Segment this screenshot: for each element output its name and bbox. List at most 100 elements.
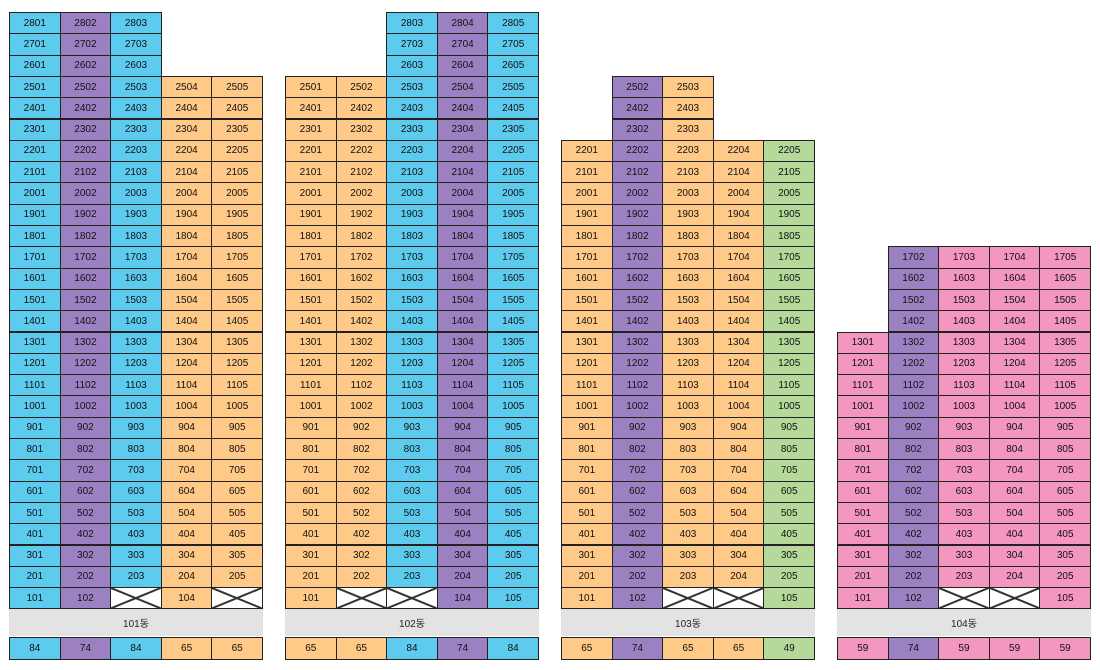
unit-cell[interactable]: 1404 [988,310,1041,333]
unit-cell[interactable]: 502 [611,501,664,525]
unit-cell[interactable]: 2105 [211,161,263,184]
unit-cell[interactable]: 1603 [110,267,162,290]
unit-cell[interactable]: 501 [561,501,613,525]
unit-cell[interactable]: 2304 [436,118,489,141]
unit-cell[interactable]: 2504 [436,75,489,99]
unit-cell[interactable]: 1102 [59,374,112,397]
unit-cell[interactable]: 904 [988,416,1041,439]
unit-cell[interactable]: 1505 [487,288,539,312]
unit-cell[interactable]: 2302 [611,118,664,141]
unit-cell[interactable]: 401 [9,523,61,546]
unit-cell[interactable]: 502 [335,501,388,525]
unit-cell[interactable]: 1602 [335,267,388,290]
unit-cell[interactable]: 905 [1039,416,1091,439]
unit-cell[interactable]: 2102 [335,161,388,184]
unit-cell[interactable]: 201 [561,565,613,589]
unit-cell[interactable]: 1601 [9,267,61,290]
unit-cell[interactable]: 1201 [285,352,337,376]
unit-cell[interactable]: 2703 [386,33,438,56]
unit-cell[interactable]: 405 [1039,523,1091,546]
unit-cell[interactable]: 1003 [938,395,990,418]
unit-cell[interactable]: 1505 [211,288,263,312]
unit-cell[interactable]: 202 [335,565,388,589]
unit-cell[interactable]: 205 [211,565,263,589]
unit-cell[interactable]: 2501 [285,75,337,99]
unit-cell[interactable]: 403 [938,523,990,546]
unit-cell[interactable]: 1203 [938,352,990,376]
unit-cell[interactable]: 1402 [887,310,940,333]
unit-cell[interactable]: 1405 [211,310,263,333]
unit-cell[interactable]: 1802 [59,225,112,248]
unit-cell[interactable]: 305 [211,544,263,567]
unit-cell[interactable]: 1505 [1039,288,1091,312]
unit-cell[interactable]: 1805 [487,225,539,248]
unit-cell[interactable]: 202 [611,565,664,589]
unit-cell[interactable]: 1103 [386,374,438,397]
unit-cell[interactable]: 1302 [335,331,388,354]
unit-cell[interactable]: 1305 [211,331,263,354]
unit-cell[interactable]: 702 [887,459,940,482]
unit-cell[interactable]: 2804 [436,12,489,35]
unit-cell[interactable]: 201 [285,565,337,589]
unit-cell[interactable]: 1403 [110,310,162,333]
unit-cell[interactable]: 802 [335,438,388,461]
unit-cell[interactable]: 305 [487,544,539,567]
unit-cell[interactable]: 505 [487,501,539,525]
unit-cell[interactable]: 105 [487,587,539,610]
unit-cell[interactable]: 2202 [335,139,388,163]
unit-cell[interactable]: 1004 [160,395,213,418]
unit-cell[interactable]: 402 [611,523,664,546]
unit-cell[interactable]: 1203 [386,352,438,376]
unit-cell[interactable]: 1805 [763,225,815,248]
unit-cell[interactable]: 701 [9,459,61,482]
unit-cell[interactable]: 1102 [335,374,388,397]
unit-cell[interactable]: 1301 [837,331,889,354]
unit-cell[interactable]: 1002 [887,395,940,418]
unit-cell[interactable]: 2402 [59,97,112,120]
unit-cell[interactable]: 805 [763,438,815,461]
unit-cell[interactable]: 404 [160,523,213,546]
unit-cell[interactable]: 802 [59,438,112,461]
unit-cell[interactable]: 1104 [988,374,1041,397]
unit-cell[interactable]: 2802 [59,12,112,35]
unit-cell[interactable]: 1103 [938,374,990,397]
unit-cell[interactable]: 2301 [9,118,61,141]
unit-cell[interactable]: 1405 [763,310,815,333]
unit-cell[interactable]: 505 [1039,501,1091,525]
unit-cell[interactable]: 102 [887,587,940,610]
unit-cell[interactable]: 2201 [9,139,61,163]
unit-cell[interactable]: 105 [1039,587,1091,610]
unit-cell[interactable]: 1305 [1039,331,1091,354]
unit-cell[interactable]: 105 [763,587,815,610]
unit-cell[interactable]: 502 [887,501,940,525]
unit-cell[interactable]: 2401 [9,97,61,120]
unit-cell[interactable]: 1904 [436,203,489,226]
unit-cell[interactable]: 2403 [110,97,162,120]
unit-cell[interactable]: 705 [763,459,815,482]
unit-cell[interactable]: 603 [662,480,714,503]
unit-cell[interactable]: 2601 [9,54,61,77]
unit-cell[interactable]: 701 [561,459,613,482]
unit-cell[interactable]: 1604 [712,267,765,290]
unit-cell[interactable]: 2702 [59,33,112,56]
unit-cell[interactable]: 1501 [285,288,337,312]
unit-cell[interactable]: 304 [160,544,213,567]
unit-cell[interactable]: 1303 [938,331,990,354]
unit-cell[interactable]: 702 [59,459,112,482]
unit-cell[interactable]: 2405 [487,97,539,120]
unit-cell[interactable]: 101 [561,587,613,610]
unit-cell[interactable]: 701 [837,459,889,482]
unit-cell[interactable]: 1105 [763,374,815,397]
unit-cell[interactable]: 2004 [436,182,489,205]
unit-cell[interactable]: 901 [9,416,61,439]
unit-cell[interactable]: 201 [837,565,889,589]
unit-cell[interactable]: 1101 [285,374,337,397]
unit-cell[interactable]: 2505 [211,75,263,99]
unit-cell[interactable]: 1603 [386,267,438,290]
unit-cell[interactable]: 1605 [487,267,539,290]
unit-cell[interactable]: 901 [837,416,889,439]
unit-cell[interactable]: 1402 [59,310,112,333]
unit-cell[interactable]: 2003 [662,182,714,205]
unit-cell[interactable]: 1403 [938,310,990,333]
unit-cell[interactable]: 605 [763,480,815,503]
